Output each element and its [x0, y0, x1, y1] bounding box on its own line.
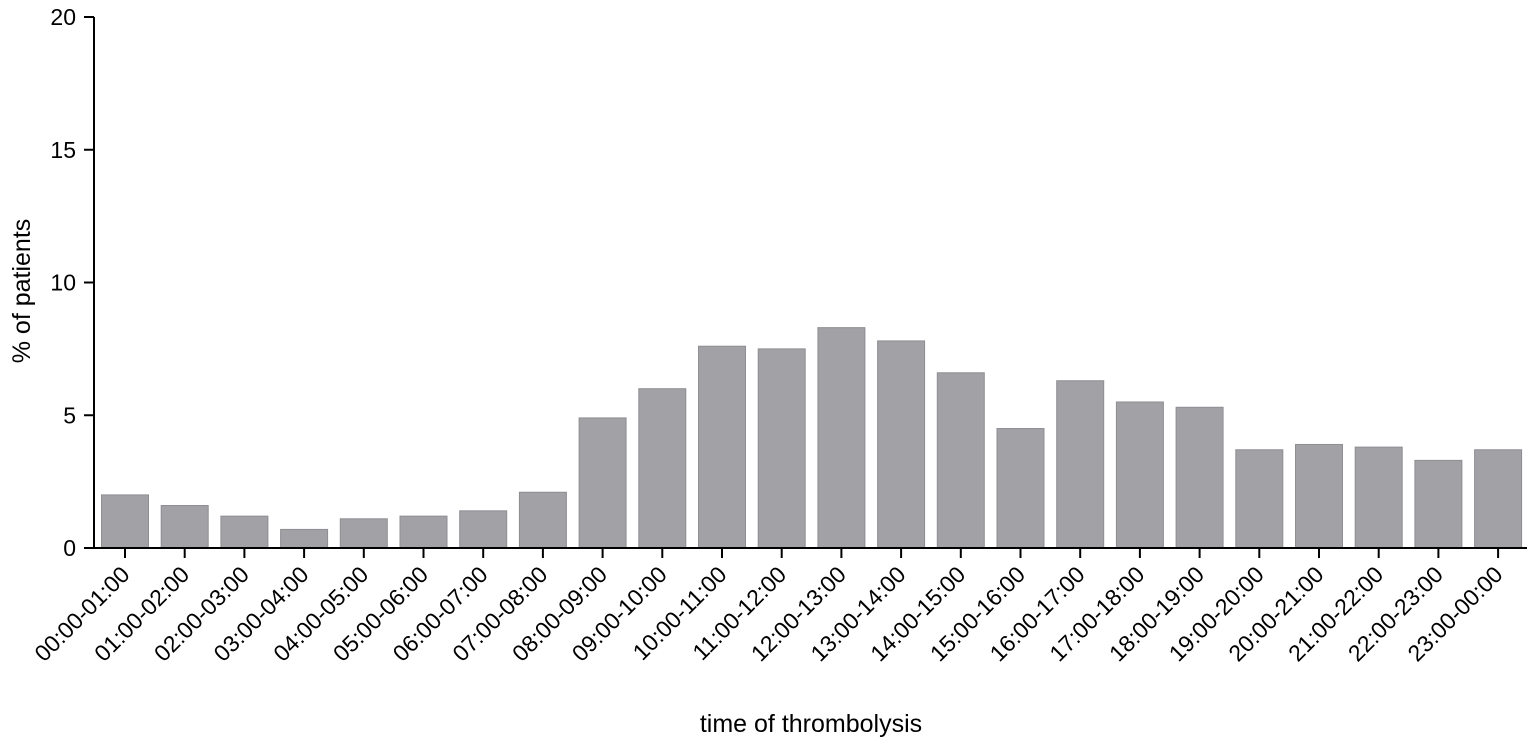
bar-11:00-12:00 [757, 348, 806, 549]
bar-21:00-22:00 [1354, 446, 1403, 549]
bar-22:00-23:00 [1414, 459, 1463, 549]
y-axis: 0 5 10 15 20 [50, 4, 95, 561]
bar-00:00-01:00 [101, 494, 149, 549]
y-tick-label: 0 [63, 535, 76, 561]
bar-19:00-20:00 [1235, 449, 1284, 549]
bar-05:00-06:00 [399, 515, 448, 549]
y-axis-title: % of patients [8, 219, 36, 364]
bar-17:00-18:00 [1115, 401, 1164, 549]
y-tick-label: 5 [63, 402, 76, 428]
bars-group [101, 327, 1523, 549]
bar-18:00-19:00 [1175, 406, 1224, 549]
bar-03:00-04:00 [280, 528, 329, 549]
y-tick-label: 10 [50, 270, 76, 296]
bar-14:00-15:00 [936, 372, 985, 549]
bar-04:00-05:00 [339, 518, 388, 549]
x-axis-title: time of thrombolysis [700, 710, 922, 738]
bar-12:00-13:00 [817, 327, 866, 549]
bar-02:00-03:00 [220, 515, 269, 549]
bar-07:00-08:00 [518, 491, 567, 549]
x-axis: 00:00-01:0001:00-02:0002:00-03:0003:00-0… [29, 547, 1527, 666]
y-tick-label: 15 [50, 137, 76, 163]
bar-23:00-00:00 [1474, 449, 1523, 549]
bar-20:00-21:00 [1295, 443, 1343, 549]
y-tick-label: 20 [50, 4, 76, 30]
bar-06:00-07:00 [459, 510, 508, 549]
bar-13:00-14:00 [877, 340, 926, 549]
bar-08:00-09:00 [578, 417, 627, 549]
bar-09:00-10:00 [638, 388, 687, 549]
bar-15:00-16:00 [996, 428, 1045, 549]
bar-10:00-11:00 [698, 345, 746, 549]
bar-01:00-02:00 [160, 505, 209, 549]
bar-16:00-17:00 [1056, 380, 1105, 549]
